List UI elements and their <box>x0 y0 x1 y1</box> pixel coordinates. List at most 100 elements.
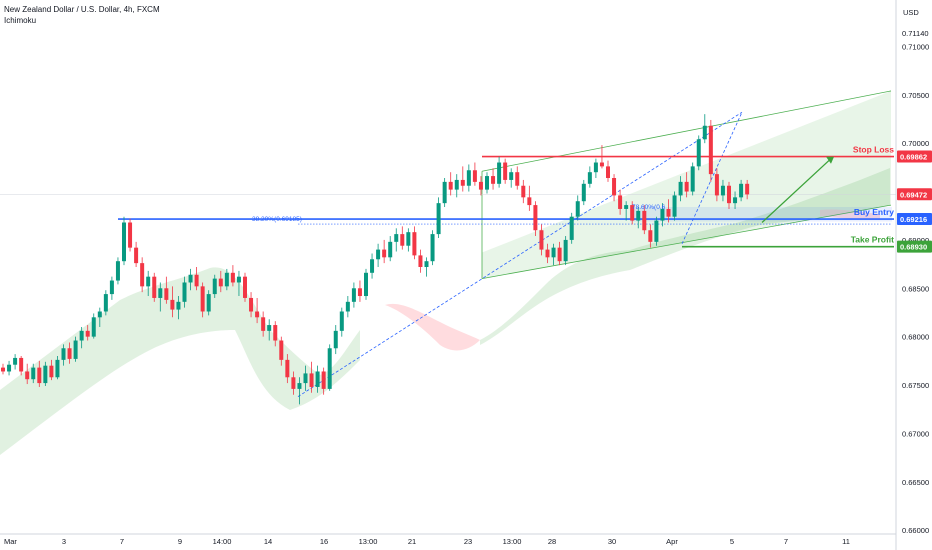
price-tick-label: 0.66000 <box>902 526 929 535</box>
candle <box>442 181 447 204</box>
candle <box>382 249 387 258</box>
candle <box>370 259 375 273</box>
candle <box>678 181 683 196</box>
candle <box>527 197 532 206</box>
time-tick-label: 3 <box>62 537 66 546</box>
candles <box>1 114 750 405</box>
candle <box>55 359 60 378</box>
candle <box>97 311 102 318</box>
candle <box>654 220 659 242</box>
price-tick-label: 0.66500 <box>902 478 929 487</box>
candle <box>357 288 362 297</box>
candle <box>351 288 356 302</box>
time-tick-label: 14 <box>264 537 272 546</box>
candle <box>672 195 677 217</box>
candle <box>521 185 526 198</box>
time-tick-label: 9 <box>178 537 182 546</box>
candle <box>606 166 610 178</box>
candle <box>696 139 701 167</box>
projection-arrow-line <box>761 157 833 223</box>
candle <box>91 317 96 337</box>
annotations: 38.20%(0.69185) 78.60%(0.6 <box>252 156 834 223</box>
candle <box>182 282 187 302</box>
candle <box>636 210 641 221</box>
candle <box>406 232 411 246</box>
candle <box>279 340 284 360</box>
candle <box>273 325 278 341</box>
grid <box>0 0 897 550</box>
candle <box>61 348 66 360</box>
time-tick-label: Apr <box>666 537 678 546</box>
candle <box>218 278 223 287</box>
candle <box>146 276 151 287</box>
candle <box>563 239 568 262</box>
candle <box>243 276 247 298</box>
price-tag-stop-loss <box>897 150 932 163</box>
candle <box>630 205 635 221</box>
fib-trend-line <box>297 111 743 397</box>
candle <box>297 383 302 389</box>
candle <box>158 288 163 298</box>
time-tick-label: Mar <box>4 537 17 546</box>
candle <box>188 274 193 283</box>
candle <box>448 181 453 190</box>
cloud-green-area <box>0 267 360 455</box>
candle <box>720 185 725 196</box>
price-tick-label: 0.69000 <box>902 236 929 245</box>
price-tick-label: 0.67000 <box>902 429 929 438</box>
price-tag-current <box>897 188 932 201</box>
candle <box>333 330 338 349</box>
candle <box>339 311 344 331</box>
candle <box>587 172 592 184</box>
time-tick-label: 5 <box>730 537 734 546</box>
candle <box>206 294 211 312</box>
price-tick-label: 0.70500 <box>902 91 929 100</box>
candle <box>702 125 707 140</box>
candle <box>727 185 731 204</box>
candle <box>551 247 556 258</box>
candle <box>412 232 417 256</box>
candle <box>478 181 483 190</box>
candle <box>134 247 139 264</box>
indicator-label: Ichimoku <box>4 16 37 25</box>
candle <box>152 276 157 298</box>
price-tag-buy-entry <box>897 213 932 226</box>
candle <box>581 183 586 202</box>
candle <box>164 288 169 300</box>
candle <box>115 261 120 281</box>
candle <box>103 294 108 312</box>
candle <box>79 330 84 341</box>
candle <box>109 280 114 295</box>
time-tick-label: 7 <box>120 537 124 546</box>
candle <box>309 373 314 387</box>
candle <box>19 357 24 372</box>
candle <box>472 170 477 182</box>
candle <box>37 367 42 384</box>
candle <box>25 371 30 380</box>
candle <box>733 197 738 204</box>
candle <box>454 179 459 190</box>
candle <box>176 301 181 310</box>
candle <box>400 234 405 246</box>
candle <box>7 364 12 372</box>
candle <box>236 276 241 283</box>
candle <box>394 234 399 242</box>
time-tick-label: 13:00 <box>359 537 378 546</box>
candle <box>212 278 217 295</box>
candle <box>230 272 235 283</box>
currency-label: USD <box>903 8 919 17</box>
candle <box>67 348 72 359</box>
fib-label-38: 38.20%(0.69185) <box>252 216 302 223</box>
cloud-red-area <box>385 303 480 351</box>
cloud-green-area-2 <box>480 250 630 345</box>
candle <box>666 208 671 217</box>
price-tag-take-profit <box>897 240 932 253</box>
candle <box>285 359 290 378</box>
candle <box>13 357 18 365</box>
candle <box>624 205 629 209</box>
candle <box>261 317 266 331</box>
candle <box>436 203 441 235</box>
candle <box>690 166 695 192</box>
price-tick-label: 0.67500 <box>902 381 929 390</box>
